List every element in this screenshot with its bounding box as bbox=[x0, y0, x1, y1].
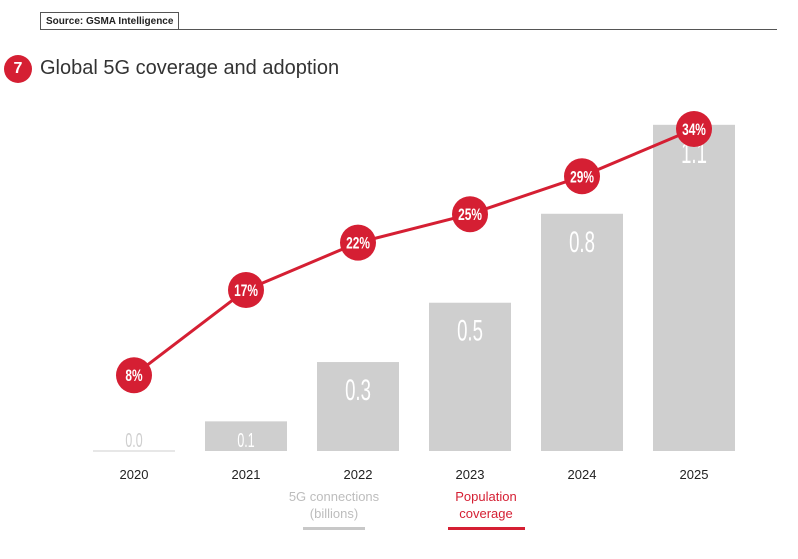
bar-2024 bbox=[541, 213, 623, 451]
chart-title: Global 5G coverage and adoption bbox=[40, 57, 340, 79]
legend-bars-underline bbox=[303, 527, 365, 530]
coverage-marker-2023 bbox=[452, 196, 488, 233]
coverage-label-2025: 34% bbox=[682, 121, 706, 140]
bar-label-2022: 0.3 bbox=[345, 374, 371, 408]
coverage-label-2022: 22% bbox=[346, 235, 370, 254]
legend-line-line1: Population bbox=[455, 489, 517, 504]
coverage-line bbox=[133, 127, 695, 377]
legend-bars-line1: 5G connections bbox=[288, 489, 380, 504]
coverage-label-2021: 17% bbox=[234, 282, 258, 301]
x-tick-2022: 2022 bbox=[344, 467, 373, 482]
x-tick-2020: 2020 bbox=[120, 467, 149, 482]
coverage-marker-2022 bbox=[340, 224, 376, 261]
x-tick-2023: 2023 bbox=[456, 467, 485, 482]
bar-2021 bbox=[205, 421, 287, 451]
bar-label-2023: 0.5 bbox=[457, 314, 483, 348]
bar-2023 bbox=[429, 302, 511, 451]
line-layer bbox=[133, 127, 695, 377]
coverage-marker-2025 bbox=[676, 110, 712, 147]
bar-label-2020: 0.0 bbox=[125, 429, 142, 452]
coverage-marker-2020 bbox=[116, 357, 152, 394]
coverage-marker-2021 bbox=[228, 271, 264, 308]
markers-layer: 8% 17% 22% 25% 29% 34% bbox=[116, 110, 712, 394]
x-tick-2021: 2021 bbox=[232, 467, 261, 482]
x-axis-labels: 2020 2021 2022 2023 2024 2025 bbox=[120, 467, 709, 482]
coverage-marker-2024 bbox=[564, 158, 600, 195]
bar-2022 bbox=[317, 362, 399, 451]
legend-line-line2: coverage bbox=[459, 506, 513, 521]
x-tick-2025: 2025 bbox=[680, 467, 709, 482]
legend-bars-line2: (billions) bbox=[309, 506, 359, 521]
header-rule bbox=[176, 29, 777, 30]
figure-number-badge: 7 bbox=[4, 55, 32, 83]
legend-line: Population coverage bbox=[440, 488, 532, 522]
source-label: Source: GSMA Intelligence bbox=[40, 12, 180, 30]
bar-2025 bbox=[653, 124, 735, 452]
bars-layer: 0.0 0.10.30.50.81.1 bbox=[93, 124, 735, 452]
x-tick-2024: 2024 bbox=[568, 467, 597, 482]
coverage-label-2023: 25% bbox=[458, 206, 482, 225]
coverage-label-2020: 8% bbox=[125, 367, 142, 386]
coverage-label-2024: 29% bbox=[570, 168, 594, 187]
legend-bars: 5G connections (billions) bbox=[275, 488, 393, 522]
bar-label-2021: 0.1 bbox=[237, 429, 254, 452]
bar-label-2024: 0.8 bbox=[569, 225, 595, 259]
legend-line-underline bbox=[448, 527, 525, 530]
